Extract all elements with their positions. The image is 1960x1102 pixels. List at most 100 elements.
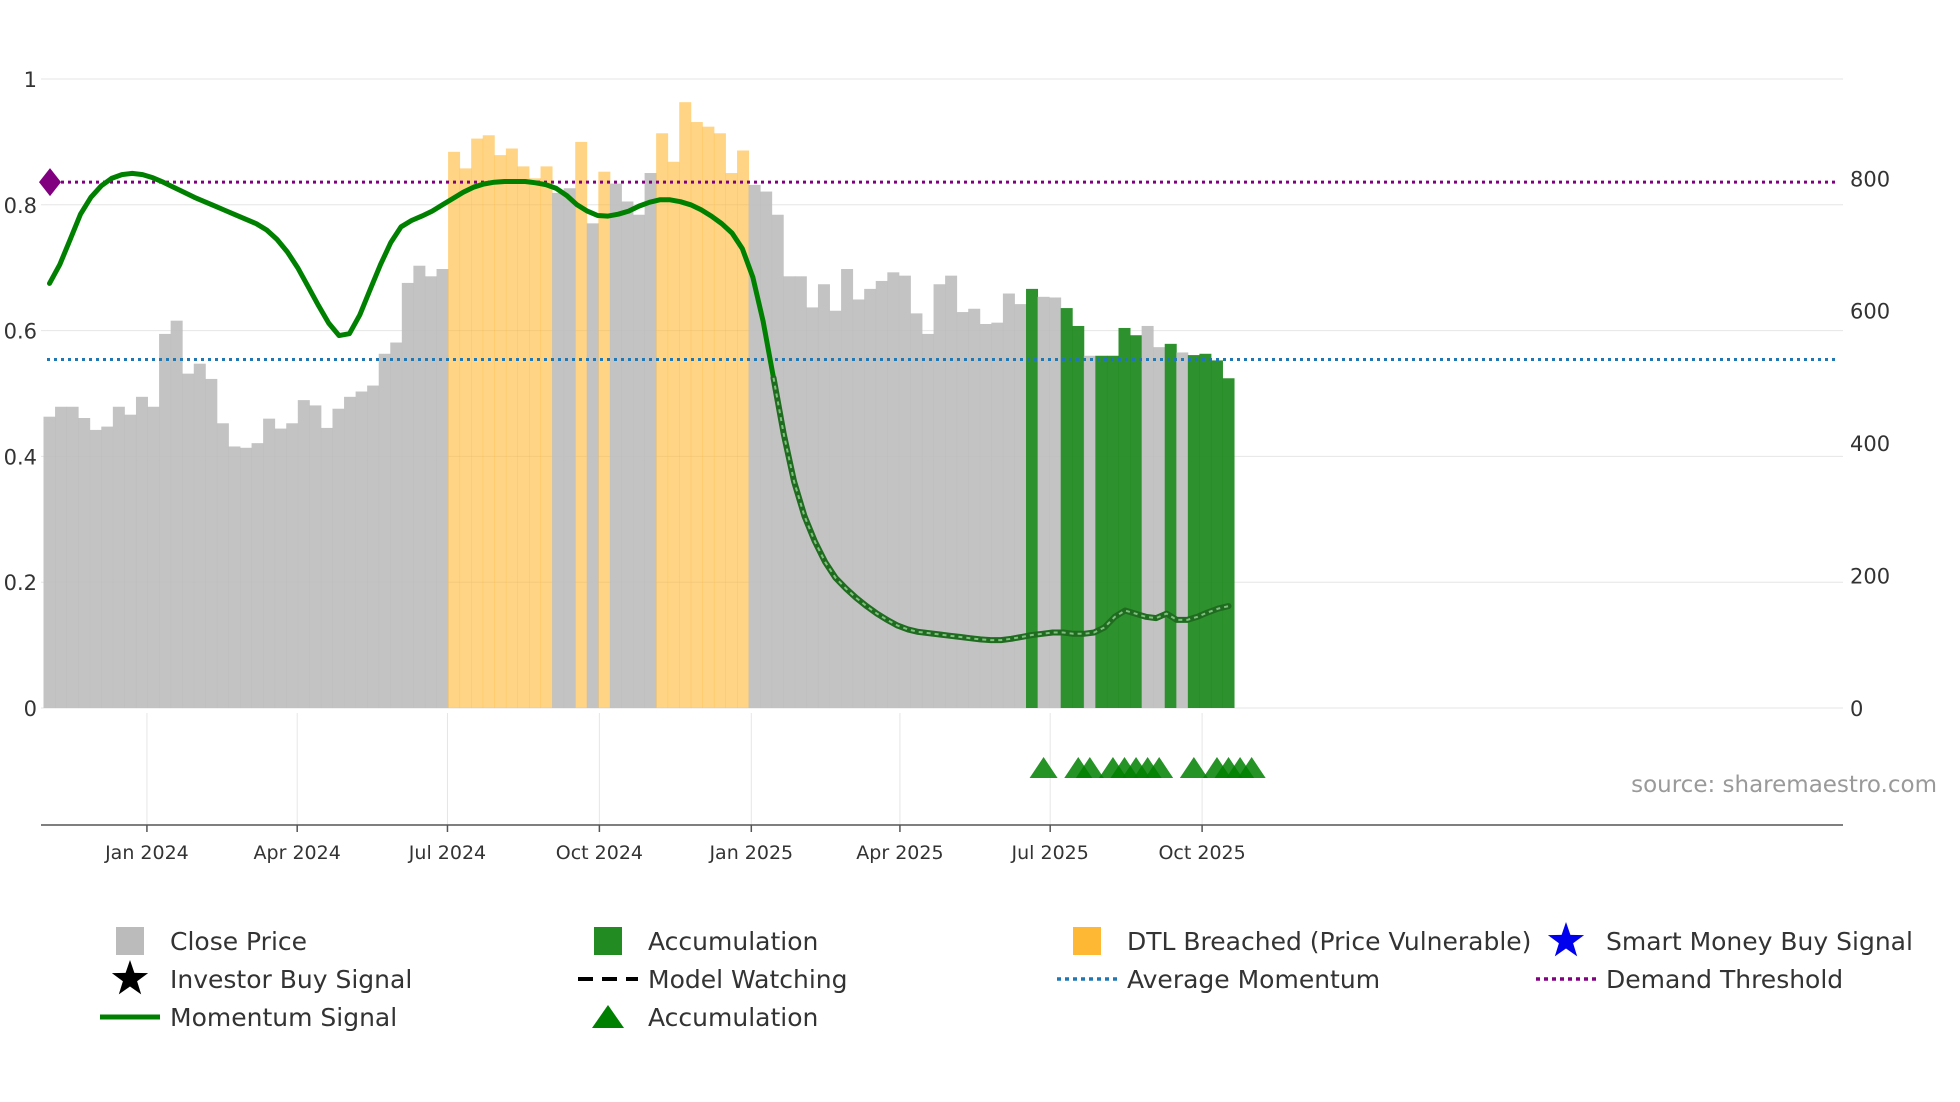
x-tick-label: Jan 2024: [104, 842, 189, 864]
close-price-bar: [748, 184, 761, 709]
close-price-bar: [609, 183, 622, 709]
dtl-bar: [598, 171, 611, 709]
close-price-bar: [991, 322, 1004, 708]
close-price-bar: [864, 288, 877, 708]
close-price-bar: [135, 396, 148, 708]
accumulation-bar: [1060, 308, 1073, 708]
close-price-bar: [89, 429, 102, 708]
close-price-bar: [424, 276, 437, 708]
accumulation-bar: [1187, 355, 1200, 708]
accumulation-marker: [1179, 757, 1208, 778]
y-right-tick-label: 600: [1850, 300, 1890, 324]
close-price-bar: [945, 275, 958, 708]
legend-label: Smart Money Buy Signal: [1606, 927, 1913, 956]
close-price-bar: [251, 443, 264, 708]
legend-item-momentum_signal: Momentum Signal: [100, 1003, 397, 1032]
close-price-bar: [817, 284, 830, 708]
y-right-tick-label: 800: [1850, 167, 1890, 191]
close-price-bar: [910, 313, 923, 708]
momentum-signal-line-inner: [772, 377, 1229, 642]
y-left-tick-label: 0.8: [4, 194, 37, 218]
close-price-bar: [297, 400, 310, 708]
dtl-bar: [540, 166, 553, 708]
close-price-bar: [78, 417, 91, 708]
close-price-bar: [841, 269, 854, 708]
x-tick-label: Apr 2025: [856, 842, 943, 864]
close-price-bar: [794, 276, 807, 708]
accumulation-bar: [1072, 325, 1085, 708]
close-price-bar: [378, 353, 391, 708]
legend-swatch: [1073, 927, 1101, 955]
momentum-signal-line: [47, 170, 776, 381]
dtl-bar: [725, 173, 738, 709]
x-tick-label: Jul 2024: [408, 842, 486, 864]
close-price-bar: [633, 214, 646, 709]
legend-label: Demand Threshold: [1606, 965, 1843, 994]
dtl-bar: [656, 133, 669, 709]
close-price-bar: [898, 275, 911, 708]
close-price-bar: [274, 428, 287, 708]
accumulation-bar: [1222, 378, 1235, 708]
close-price-bar: [286, 423, 299, 708]
close-price-bar: [933, 284, 946, 708]
y-right-tick-label: 200: [1850, 565, 1890, 589]
accumulation-markers: [1029, 757, 1266, 778]
close-price-bar: [1002, 293, 1015, 708]
legend-item-average_momentum: Average Momentum: [1057, 965, 1380, 994]
close-price-bar: [193, 363, 206, 708]
y-left-tick-label: 0.2: [4, 571, 37, 595]
close-price-bar: [112, 406, 125, 708]
dtl-bar: [459, 168, 472, 708]
close-price-bar: [240, 447, 253, 708]
accumulation-bar: [1199, 353, 1212, 708]
close-price-bar: [309, 405, 322, 708]
dtl-bar: [494, 155, 507, 709]
accumulation-marker: [1029, 757, 1058, 778]
y-left-tick-label: 0: [24, 697, 37, 721]
legend-label: Accumulation: [648, 927, 818, 956]
close-price-bar: [563, 188, 576, 708]
legend-label: DTL Breached (Price Vulnerable): [1127, 927, 1531, 956]
legend-item-demand_threshold: Demand Threshold: [1536, 965, 1843, 994]
close-price-bar: [644, 173, 657, 709]
close-price-bar: [228, 446, 241, 708]
close-price-bar: [1083, 355, 1096, 708]
close-price-bar: [413, 265, 426, 708]
y-left-tick-label: 1: [24, 68, 37, 92]
source-label: source: sharemaestro.com: [1631, 772, 1937, 798]
dtl-bar: [482, 135, 495, 709]
x-tick-label: Oct 2025: [1158, 842, 1245, 864]
close-price-bar: [875, 280, 888, 708]
close-price-bar: [783, 276, 796, 708]
accumulation-marker: [1237, 757, 1266, 778]
accumulation-marker: [1075, 757, 1104, 778]
accumulation-bar: [1164, 343, 1177, 708]
close-price-bar: [552, 192, 565, 709]
close-price-bar: [263, 418, 276, 708]
close-price-bar: [1049, 297, 1062, 708]
legend-item-dtl: DTL Breached (Price Vulnerable): [1073, 927, 1531, 956]
close-price-bar: [401, 282, 414, 708]
close-price-bar: [216, 423, 229, 708]
dtl-bar: [737, 150, 750, 708]
close-price-bar: [344, 396, 357, 708]
close-price-bar: [205, 378, 218, 708]
demand-threshold-marker: [39, 168, 61, 197]
legend-label: Model Watching: [648, 965, 848, 994]
dtl-bar: [713, 133, 726, 709]
accumulation-bar: [1026, 288, 1039, 708]
dtl-bar: [517, 166, 530, 708]
close-price-bar: [390, 342, 403, 708]
legend-label: Close Price: [170, 927, 307, 956]
close-price-bar: [43, 416, 56, 708]
close-price-bar: [66, 406, 79, 708]
accumulation-bar: [1106, 355, 1119, 708]
y-right-tick-label: 400: [1850, 432, 1890, 456]
x-tick-label: Jul 2025: [1011, 842, 1089, 864]
close-price-bar: [921, 333, 934, 708]
axes: 0 0.2 0.4 0.6 0.8 1 0 200 400 600 800 Jan 2024 Apr 2…: [4, 68, 1891, 864]
legend-label: Average Momentum: [1127, 965, 1380, 994]
dtl-bar: [702, 126, 715, 709]
close-price-bar: [829, 310, 842, 708]
close-price-bar: [124, 414, 137, 708]
